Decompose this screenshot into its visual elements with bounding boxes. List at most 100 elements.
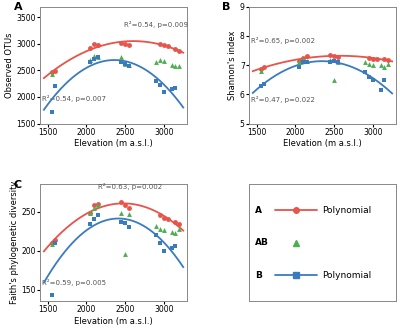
Point (157, 41, 163, 46)
Point (300, 57, 306, 62)
Point (122, 203, 128, 208)
Point (327, 52, 333, 58)
Point (52, 69, 59, 74)
Point (366, 55, 372, 61)
Point (172, 220, 179, 225)
Point (377, 87, 384, 93)
Point (381, 77, 388, 82)
Point (381, 64, 388, 69)
Point (296, 64, 302, 69)
Point (161, 215, 167, 220)
Point (52, 84, 59, 89)
Y-axis label: Observed OTUs: Observed OTUs (4, 32, 14, 98)
Point (95, 203, 101, 208)
Text: R²=0.54, p=0.009: R²=0.54, p=0.009 (124, 21, 188, 28)
Point (261, 64, 268, 69)
Text: A: A (255, 206, 262, 214)
Point (126, 211, 132, 216)
Point (153, 78, 159, 84)
Point (48, 69, 55, 74)
Text: Polynomial: Polynomial (322, 271, 372, 280)
Point (296, 60, 302, 65)
Text: R²=0.59, p=0.005: R²=0.59, p=0.005 (42, 279, 106, 286)
Point (161, 42, 167, 48)
Point (304, 58, 310, 63)
Point (335, 60, 341, 65)
Point (87, 60, 94, 65)
Text: A: A (14, 2, 22, 12)
Text: B: B (222, 2, 231, 12)
Point (157, 213, 163, 218)
Text: C: C (14, 180, 22, 190)
Point (91, 205, 97, 210)
Point (126, 224, 132, 230)
Point (161, 58, 167, 64)
Point (118, 200, 124, 205)
Point (122, 251, 128, 256)
Text: AB: AB (255, 238, 269, 247)
Point (91, 53, 97, 59)
Point (91, 56, 97, 61)
Point (126, 205, 132, 210)
Point (118, 211, 124, 216)
Point (87, 45, 94, 50)
Point (157, 226, 163, 231)
Point (304, 60, 310, 65)
Point (331, 54, 337, 59)
Point (366, 74, 372, 79)
Point (153, 223, 159, 228)
Point (168, 86, 175, 92)
Point (95, 201, 101, 207)
Point (95, 213, 101, 218)
Point (126, 64, 132, 69)
Point (331, 58, 337, 63)
Point (126, 63, 132, 68)
Point (157, 240, 163, 245)
Point (118, 41, 124, 46)
Point (48, 71, 55, 76)
Point (257, 83, 264, 88)
Text: R²=0.65, p=0.002: R²=0.65, p=0.002 (251, 37, 315, 44)
Point (164, 217, 171, 222)
Point (366, 61, 372, 66)
Point (168, 229, 175, 234)
Point (300, 60, 306, 65)
Point (95, 55, 101, 60)
Point (176, 221, 182, 227)
Point (122, 61, 128, 67)
Point (257, 67, 264, 72)
Point (168, 63, 175, 68)
Point (118, 219, 124, 224)
Point (87, 211, 94, 216)
Text: R²=0.54, p=0.007: R²=0.54, p=0.007 (42, 95, 106, 102)
Point (257, 68, 264, 73)
Point (161, 228, 167, 233)
Point (118, 60, 124, 65)
Point (172, 231, 179, 236)
Point (385, 57, 392, 63)
Point (374, 57, 380, 62)
Point (335, 54, 341, 60)
Point (164, 43, 171, 49)
Point (122, 61, 128, 67)
Point (122, 221, 128, 226)
Point (327, 57, 333, 63)
Point (153, 59, 159, 65)
X-axis label: Elevation (m a.s.l.): Elevation (m a.s.l.) (74, 139, 153, 149)
X-axis label: Elevation (m a.s.l.): Elevation (m a.s.l.) (283, 139, 362, 149)
Point (157, 83, 163, 88)
Point (300, 55, 306, 61)
Point (176, 64, 182, 69)
Point (95, 55, 101, 60)
Point (52, 240, 59, 245)
Point (161, 248, 167, 253)
Point (87, 57, 94, 63)
Point (48, 240, 55, 245)
Point (381, 57, 388, 62)
Point (87, 221, 94, 227)
Point (126, 42, 132, 48)
Point (48, 109, 55, 115)
X-axis label: Elevation (m a.s.l.): Elevation (m a.s.l.) (74, 317, 153, 326)
Point (370, 63, 376, 68)
Point (172, 243, 179, 249)
